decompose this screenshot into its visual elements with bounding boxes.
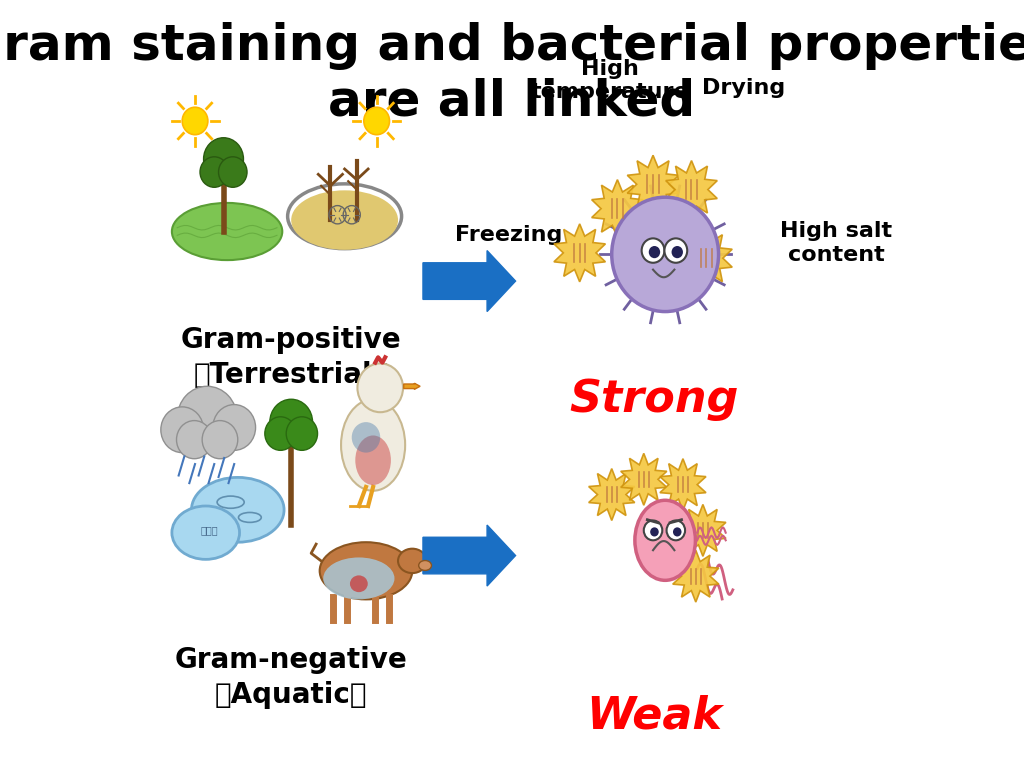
Circle shape: [649, 246, 660, 258]
Ellipse shape: [350, 575, 368, 592]
Text: High salt
content: High salt content: [780, 221, 892, 264]
Text: High
temperature: High temperature: [531, 58, 689, 102]
Circle shape: [364, 108, 389, 134]
Ellipse shape: [291, 190, 398, 250]
Text: Weak: Weak: [587, 694, 723, 737]
Circle shape: [213, 405, 256, 450]
Polygon shape: [680, 505, 726, 556]
Polygon shape: [589, 468, 635, 521]
Circle shape: [642, 238, 665, 263]
Polygon shape: [621, 453, 667, 505]
Ellipse shape: [172, 506, 240, 559]
Circle shape: [650, 528, 658, 537]
Ellipse shape: [191, 478, 284, 542]
Circle shape: [286, 417, 317, 450]
Polygon shape: [554, 224, 605, 282]
Ellipse shape: [419, 561, 431, 571]
Ellipse shape: [635, 500, 695, 581]
Text: Gram-positive
（Terrestrial）: Gram-positive （Terrestrial）: [181, 326, 401, 389]
Circle shape: [182, 108, 208, 134]
Text: Strong: Strong: [569, 378, 739, 421]
Circle shape: [269, 399, 312, 445]
Circle shape: [611, 197, 719, 312]
Circle shape: [665, 238, 687, 263]
Circle shape: [357, 363, 403, 412]
Polygon shape: [666, 161, 717, 219]
Ellipse shape: [341, 399, 406, 491]
Circle shape: [200, 157, 228, 187]
Circle shape: [204, 137, 244, 180]
Circle shape: [176, 421, 212, 458]
Polygon shape: [592, 180, 643, 237]
Polygon shape: [681, 229, 732, 287]
Circle shape: [673, 528, 682, 537]
FancyArrow shape: [423, 525, 515, 586]
Polygon shape: [673, 550, 719, 602]
Circle shape: [161, 407, 204, 452]
Circle shape: [202, 421, 238, 458]
Ellipse shape: [172, 203, 283, 260]
Ellipse shape: [355, 435, 391, 485]
Circle shape: [667, 521, 685, 541]
Polygon shape: [628, 155, 679, 214]
Text: 水溜り: 水溜り: [201, 525, 218, 535]
Ellipse shape: [351, 422, 380, 452]
Polygon shape: [659, 458, 706, 511]
Text: Drying: Drying: [701, 78, 785, 98]
Circle shape: [672, 246, 683, 258]
Ellipse shape: [324, 558, 394, 599]
Circle shape: [218, 157, 247, 187]
Text: Gram staining and bacterial properties
are all linked: Gram staining and bacterial properties a…: [0, 22, 1024, 125]
Ellipse shape: [398, 548, 427, 573]
Text: Freezing: Freezing: [455, 225, 562, 245]
Text: Gram-negative
（Aquatic）: Gram-negative （Aquatic）: [175, 646, 408, 709]
FancyArrow shape: [423, 250, 515, 312]
Ellipse shape: [319, 542, 413, 599]
FancyArrow shape: [403, 383, 420, 389]
Circle shape: [644, 521, 663, 541]
Circle shape: [177, 386, 237, 450]
Circle shape: [265, 417, 296, 450]
